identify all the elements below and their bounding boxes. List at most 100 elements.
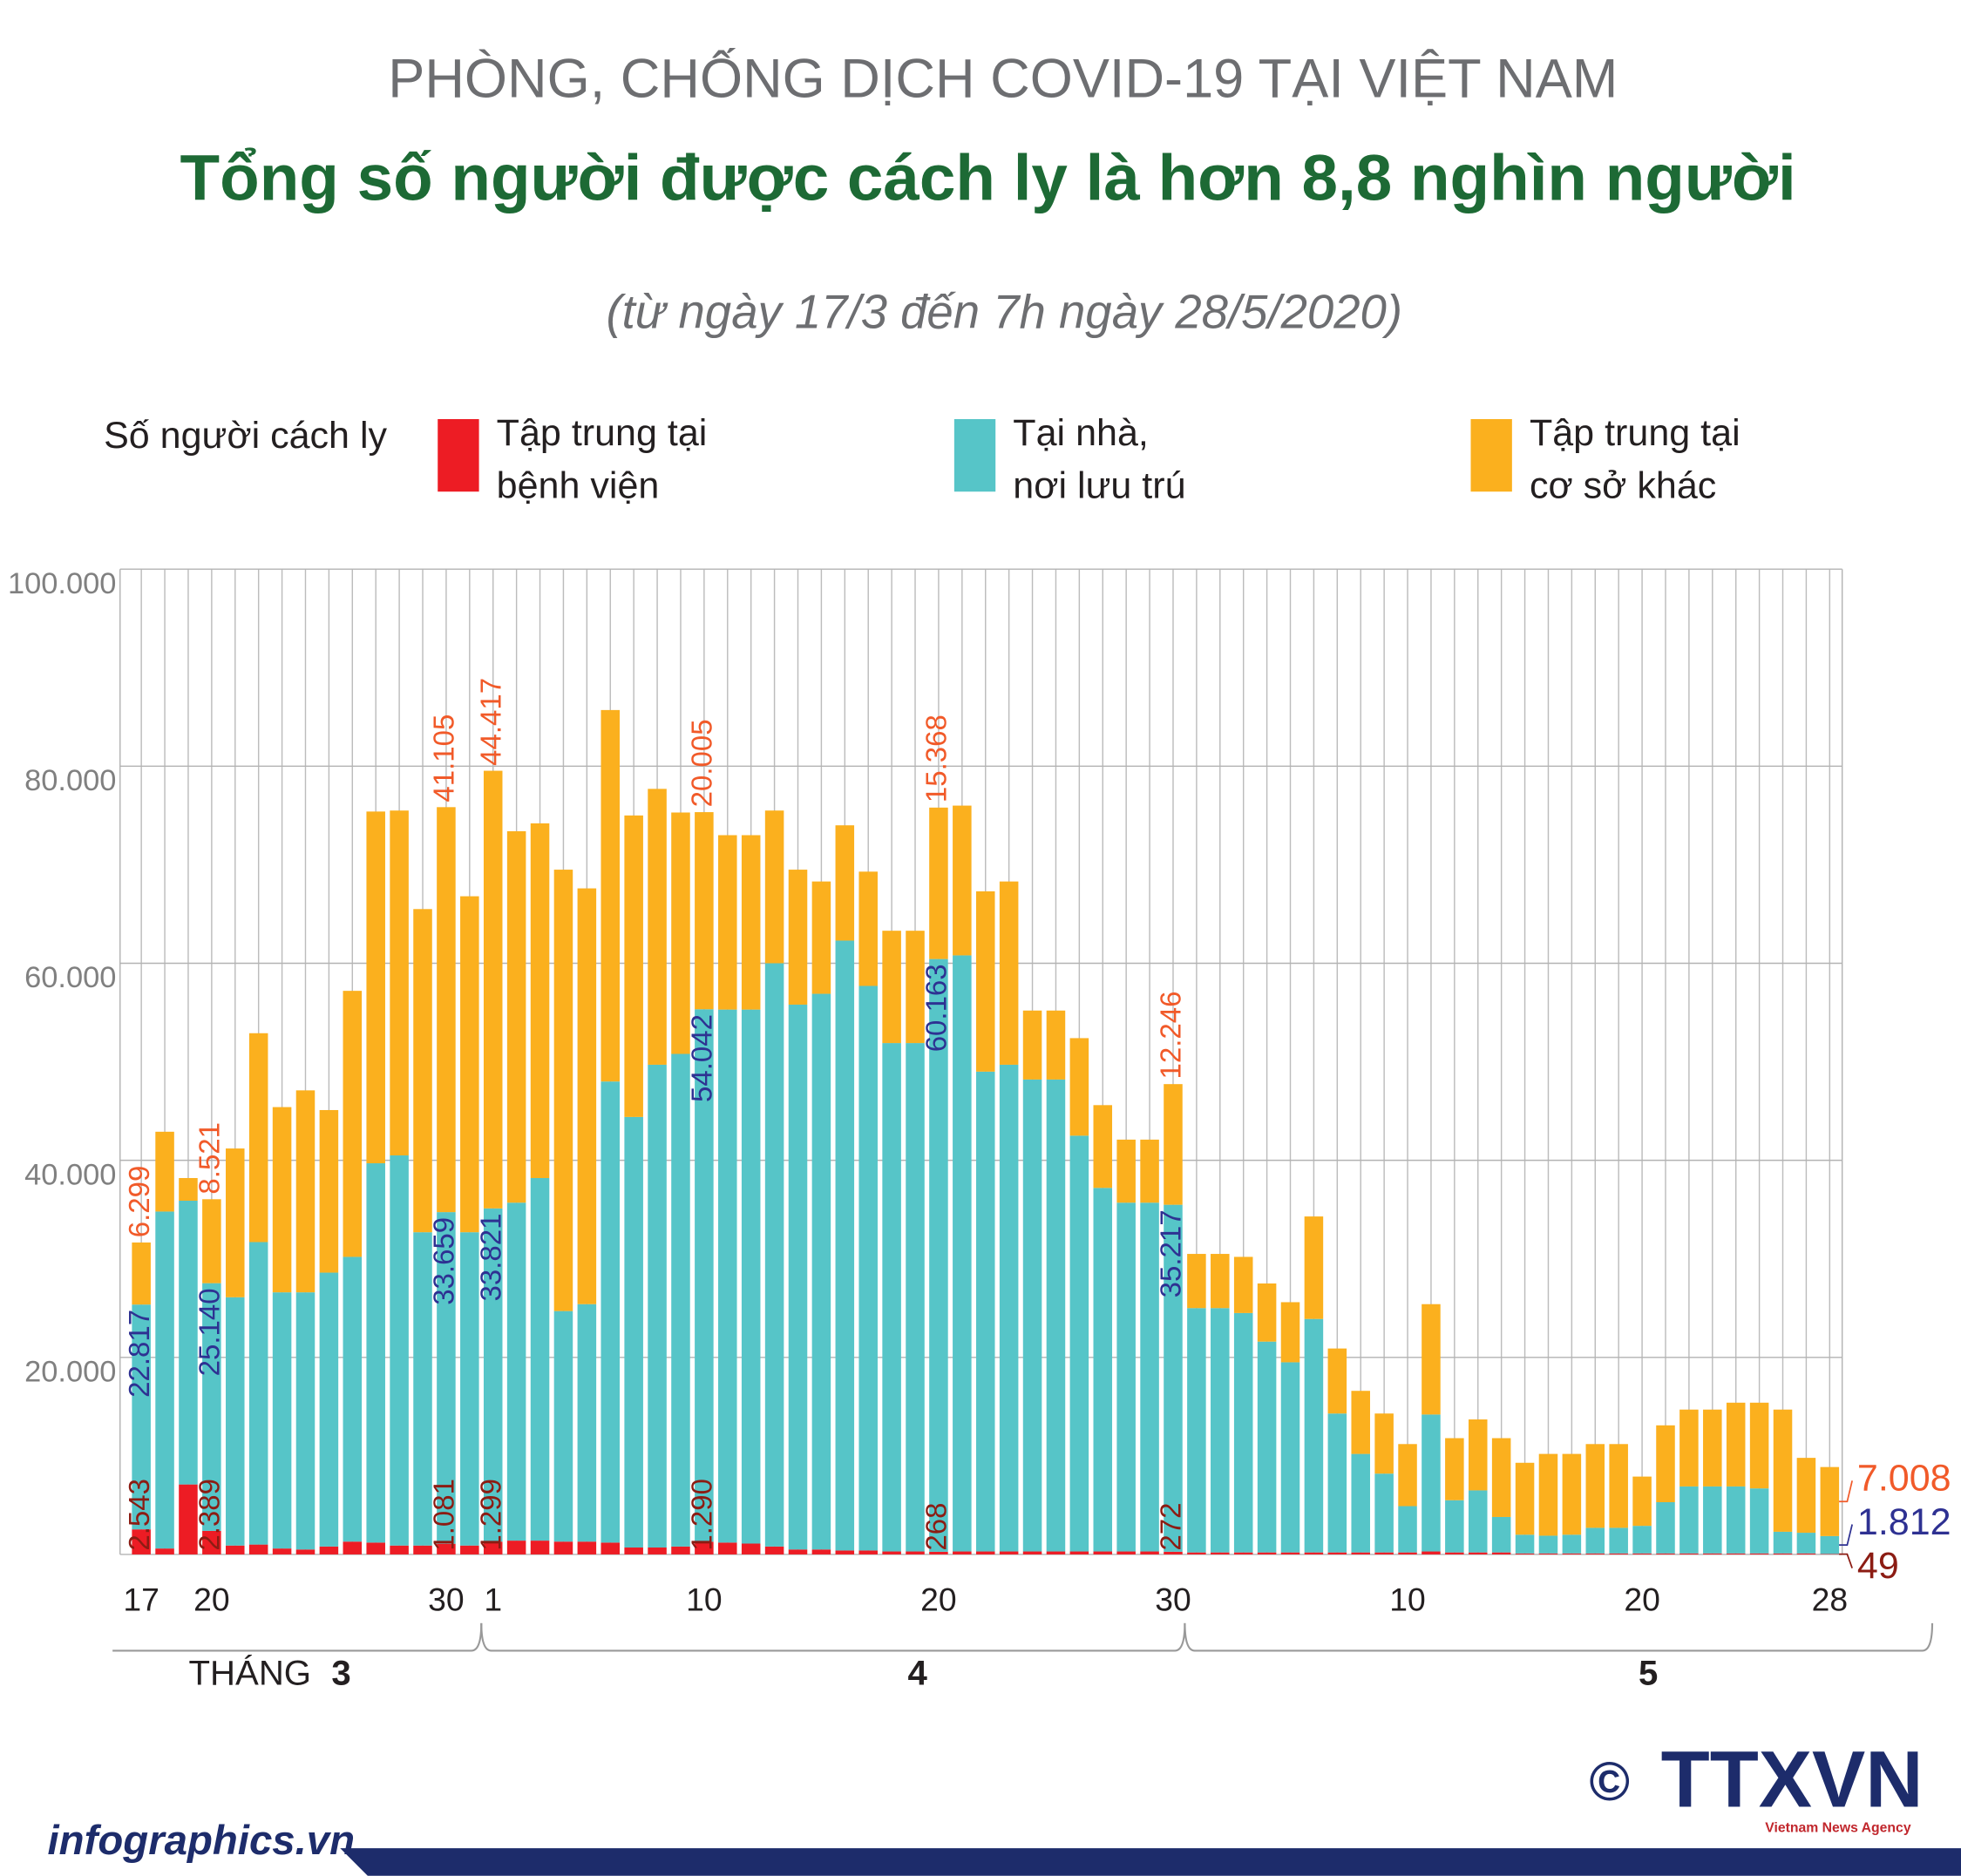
bar-segment (1164, 1551, 1183, 1554)
legend-swatch (438, 418, 479, 492)
bar-segment (413, 1545, 432, 1554)
bar-segment (953, 955, 972, 1552)
bar-segment (437, 807, 456, 1213)
value-label: 25.140 (193, 1288, 226, 1376)
bar-segment (1233, 1552, 1253, 1554)
bar-segment (1820, 1535, 1840, 1554)
bar-segment (553, 1310, 573, 1542)
bar-segment (1726, 1486, 1746, 1554)
bar-segment (553, 1541, 573, 1554)
bar-segment (1351, 1391, 1370, 1454)
bar-segment (1491, 1516, 1511, 1553)
bar-segment (882, 931, 901, 1044)
footer-site: infographics.vn (48, 1818, 356, 1864)
bar-segment (882, 1551, 901, 1554)
bar-segment (155, 1548, 174, 1554)
bar-segment (155, 1211, 174, 1549)
bar-segment (671, 1546, 690, 1554)
x-tick-label: 20 (1624, 1581, 1660, 1617)
bar-segment (999, 881, 1019, 1065)
bar-segment (1116, 1551, 1136, 1554)
bar-segment (1538, 1535, 1558, 1554)
legend-label: Tập trung tại cơ sở khác (1529, 412, 1740, 507)
bar-segment (1726, 1402, 1746, 1487)
bar-segment (1046, 1551, 1066, 1554)
bar-segment (1116, 1202, 1136, 1552)
value-label: 22.817 (123, 1310, 155, 1398)
value-label: 2.389 (193, 1479, 226, 1551)
bar-segment (553, 870, 573, 1311)
y-tick-label: 60.000 (24, 961, 116, 994)
x-tick-label: 1 (484, 1581, 502, 1617)
subtitle: (từ ngày 17/3 đến 7h ngày 28/5/2020) (606, 285, 1402, 338)
supertitle: PHÒNG, CHỐNG DỊCH COVID-19 TẠI VIỆT NAM (388, 48, 1618, 110)
bar-segment (1327, 1552, 1347, 1554)
value-label: 35.217 (1155, 1209, 1187, 1297)
bar-segment (601, 709, 621, 1082)
bar-segment (1656, 1502, 1675, 1554)
bar-segment (1304, 1216, 1324, 1319)
bar-segment (390, 810, 409, 1155)
value-label: 33.659 (428, 1217, 460, 1305)
bar-segment (1093, 1188, 1113, 1552)
bar-segment (835, 1550, 855, 1554)
bar-segment (1069, 1135, 1089, 1552)
bar-segment (1538, 1453, 1558, 1536)
bar-segment (764, 810, 784, 964)
bar-segment (811, 993, 831, 1550)
bar-segment (1187, 1308, 1206, 1553)
bar-segment (483, 770, 503, 1209)
bar-segment (1069, 1038, 1089, 1136)
bar-segment (1093, 1105, 1113, 1189)
bar-segment (295, 1549, 316, 1554)
leader-line (1839, 1553, 1853, 1569)
x-tick-label: 20 (193, 1581, 229, 1617)
bar-segment (506, 1541, 526, 1554)
bar-segment (577, 1304, 597, 1542)
bar-segment (1703, 1409, 1722, 1487)
value-label: 1.081 (428, 1479, 460, 1551)
agency-name: Vietnam News Agency (1765, 1820, 1911, 1835)
bar-segment (858, 871, 878, 986)
bar-segment (1046, 1079, 1066, 1552)
bars (132, 709, 1840, 1554)
value-label: 60.163 (920, 964, 953, 1052)
bar-segment (1398, 1552, 1417, 1554)
bar-segment (1422, 1304, 1441, 1415)
bar-segment (882, 1043, 901, 1552)
bar-segment (1491, 1552, 1511, 1554)
value-label: 2.543 (123, 1479, 155, 1551)
copyright: © (1590, 1751, 1631, 1812)
bar-segment (366, 1542, 385, 1554)
bar-segment (858, 1550, 878, 1554)
bar-segment (202, 1530, 221, 1554)
bar-segment (179, 1177, 198, 1201)
bar-segment (1562, 1534, 1582, 1554)
bar-segment (764, 1546, 784, 1554)
bar-segment (226, 1545, 245, 1554)
bar-segment (437, 1543, 456, 1554)
bar-segment (343, 1256, 363, 1542)
month-bracket (480, 1622, 1186, 1652)
value-label: 1.290 (686, 1479, 718, 1551)
bar-segment (390, 1155, 409, 1546)
bar-segment (1585, 1527, 1605, 1554)
bar-segment (1280, 1552, 1300, 1554)
bar-segment (1445, 1438, 1464, 1500)
bar-segment (1164, 1204, 1183, 1552)
x-tick-label: 10 (1389, 1581, 1426, 1617)
bar-segment (718, 1009, 737, 1543)
bar-segment (1445, 1500, 1464, 1553)
bar-segment (366, 1163, 385, 1543)
y-tick-label: 100.000 (8, 567, 116, 600)
bar-segment (295, 1292, 316, 1550)
bar-segment (413, 1232, 432, 1546)
leader-line (1839, 1480, 1853, 1503)
bar-segment (1422, 1551, 1441, 1554)
legend-item: Tập trung tại cơ sở khác (1529, 412, 1740, 507)
value-label: 44.417 (474, 678, 506, 766)
bar-segment (132, 1529, 151, 1554)
bar-segment (671, 1053, 690, 1547)
